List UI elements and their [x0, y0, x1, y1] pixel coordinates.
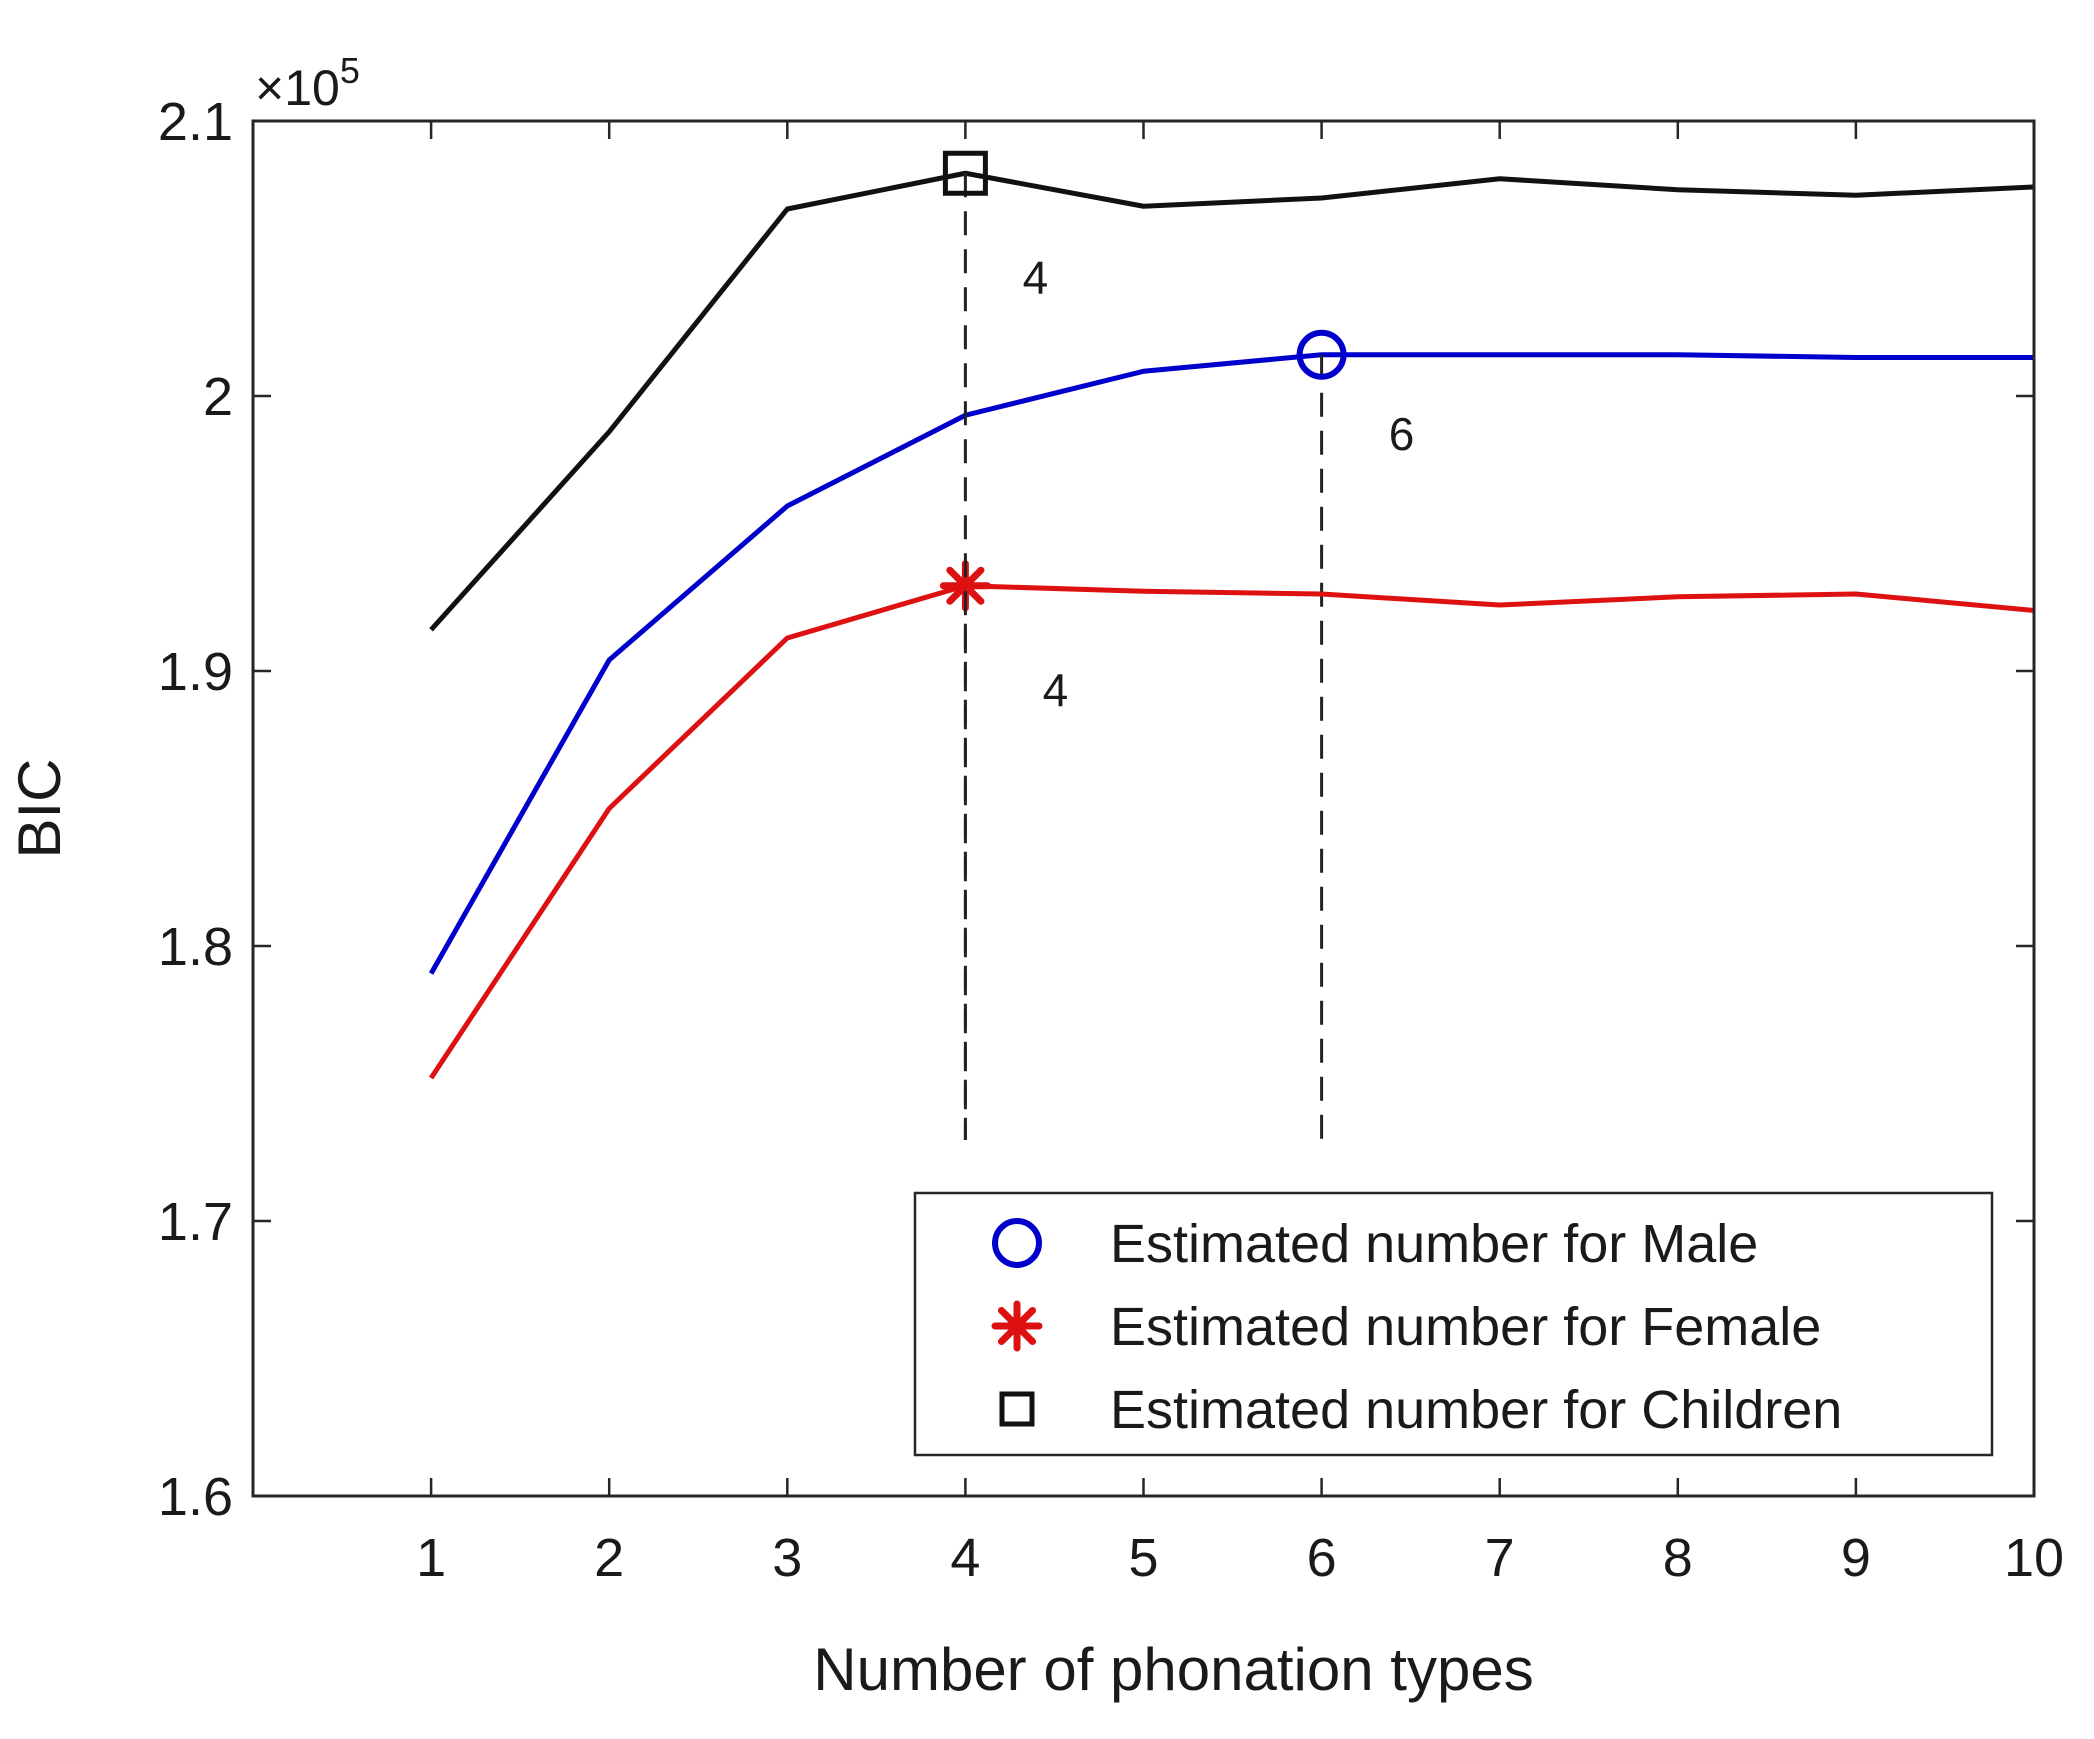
y-tick-label: 1.6 — [158, 1467, 233, 1527]
y-axis-multiplier-base: ×10 — [255, 60, 340, 116]
legend-label: Estimated number for Children — [1110, 1380, 1842, 1440]
legend-marker-asterisk — [995, 1304, 1039, 1348]
legend-label: Estimated number for Male — [1110, 1214, 1758, 1274]
x-tick-label: 3 — [772, 1528, 802, 1588]
x-tick-label: 9 — [1841, 1528, 1871, 1588]
x-tick-label: 10 — [2004, 1528, 2064, 1588]
y-axis-multiplier-exponent: 5 — [340, 50, 360, 91]
x-tick-label: 5 — [1128, 1528, 1158, 1588]
x-tick-label: 8 — [1663, 1528, 1693, 1588]
x-tick-label: 7 — [1485, 1528, 1515, 1588]
legend: Estimated number for Male Estimated numbe… — [915, 1193, 1992, 1455]
x-tick-label: 2 — [594, 1528, 624, 1588]
x-axis-title: Number of phonation types — [813, 1636, 1533, 1703]
y-tick-label: 2.1 — [158, 92, 233, 152]
legend-items: Estimated number for Male Estimated numbe… — [995, 1214, 1842, 1440]
bic-chart: 6 4 4 1 2 3 4 5 6 7 8 9 10 1.6 1.7 1.8 1.9 2 2.1 BIC Numb… — [0, 0, 2094, 1739]
estimate-label-circle: 6 — [1389, 408, 1415, 460]
y-axis-title: BIC — [6, 758, 73, 858]
x-tick-label: 6 — [1307, 1528, 1337, 1588]
x-tick-label: 4 — [950, 1528, 980, 1588]
legend-label: Estimated number for Female — [1110, 1297, 1821, 1357]
estimate-label-asterisk: 4 — [1043, 664, 1069, 716]
estimate-label-square: 4 — [1023, 251, 1049, 303]
y-tick-label: 1.9 — [158, 642, 233, 702]
y-tick-label: 2 — [203, 367, 233, 427]
x-tick-label: 1 — [416, 1528, 446, 1588]
y-tick-label: 1.7 — [158, 1192, 233, 1252]
y-tick-label: 1.8 — [158, 917, 233, 977]
